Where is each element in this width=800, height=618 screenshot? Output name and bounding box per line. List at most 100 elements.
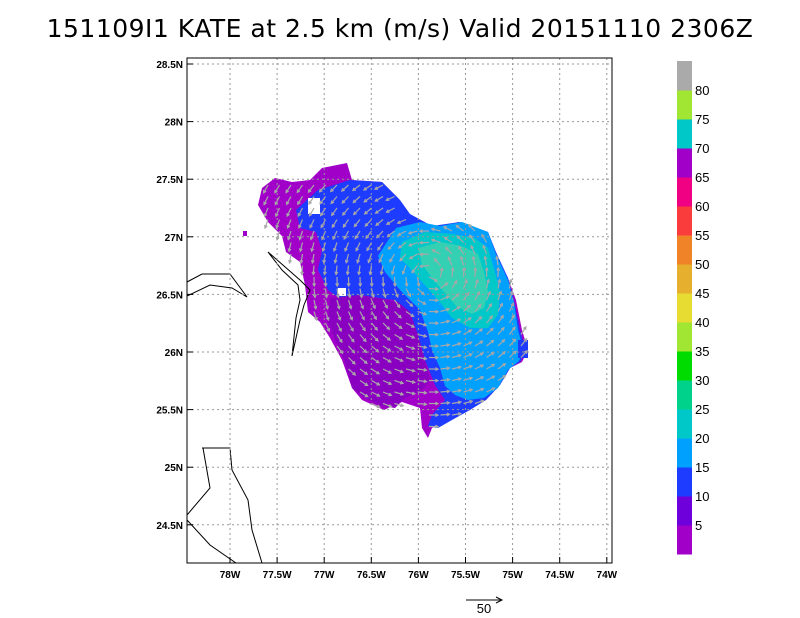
figure-title: 151109I1 KATE at 2.5 km (m/s) Valid 2015…	[46, 14, 754, 43]
wind-vector-head	[378, 259, 383, 264]
wind-vector	[347, 299, 352, 309]
wind-vector-head	[445, 295, 450, 300]
wind-vector-head	[446, 319, 451, 324]
wind-vector	[393, 276, 396, 287]
wind-vector	[382, 391, 392, 396]
wind-vector-head	[310, 259, 315, 265]
colorbar-label: 30	[695, 373, 709, 388]
latitude-label: 24.5N	[156, 521, 183, 532]
wind-vector	[447, 256, 453, 266]
wind-vector	[405, 333, 415, 339]
wind-speckle	[338, 288, 346, 296]
colorbar-segment	[677, 438, 692, 468]
colorbar-segment	[677, 351, 692, 381]
wind-vector	[289, 253, 292, 263]
wind-vector-head	[418, 240, 423, 245]
wind-vector	[359, 345, 367, 353]
wind-vector-head	[336, 305, 341, 310]
wind-vector	[497, 279, 501, 289]
wind-vector-head	[318, 188, 323, 193]
wind-vector-head	[386, 326, 391, 331]
wind-vector	[319, 196, 326, 205]
colorbar-label: 70	[695, 141, 709, 156]
wind-vector	[417, 379, 427, 383]
colorbar-segment	[677, 293, 692, 323]
wind-vector	[440, 344, 450, 347]
wind-vector	[288, 242, 292, 252]
wind-vector-head	[399, 257, 404, 262]
wind-vector-head	[263, 224, 268, 230]
wind-vector-head	[263, 213, 268, 218]
wind-vector-head	[457, 342, 462, 346]
wind-vector-head	[433, 257, 438, 262]
wind-vector-head	[418, 264, 424, 269]
wind-vector-head	[399, 369, 405, 374]
colorbar-label: 5	[695, 518, 702, 533]
wind-vector	[451, 267, 454, 278]
wind-vector-head	[457, 377, 463, 382]
wind-vector	[402, 265, 407, 275]
wind-vector-head	[423, 356, 428, 361]
wind-vector-head	[457, 353, 462, 358]
wind-vector	[370, 299, 376, 309]
wind-vector	[508, 291, 513, 301]
wind-vector	[347, 322, 354, 332]
wind-vector-head	[510, 302, 515, 307]
wind-vector-head	[364, 393, 369, 398]
wind-vector-head	[388, 370, 393, 374]
latitude-label: 26N	[165, 348, 183, 359]
wind-vector-head	[468, 341, 473, 345]
wind-vector-head	[446, 400, 451, 405]
wind-vector-head	[364, 371, 369, 376]
wind-vector	[352, 196, 361, 203]
wind-vector	[474, 316, 482, 324]
wind-vector	[463, 377, 473, 382]
wind-vector-head	[381, 283, 386, 288]
wind-vector-head	[453, 279, 458, 284]
wind-vector-head	[468, 353, 473, 357]
wind-vector	[460, 256, 465, 266]
wind-vector	[386, 218, 395, 225]
wind-vector	[440, 308, 450, 313]
colorbar-label: 65	[695, 170, 709, 185]
wind-vector	[299, 242, 304, 252]
wind-vector-head	[523, 337, 528, 342]
wind-vector	[343, 230, 350, 240]
wind-vector-head	[479, 328, 484, 333]
longitude-label: 77.5W	[263, 570, 292, 581]
colorbar-label: 10	[695, 489, 709, 504]
wind-vector-head	[296, 189, 301, 194]
colorbar-label: 35	[695, 344, 709, 359]
wind-vector-head	[435, 367, 440, 372]
wind-vector	[359, 334, 367, 342]
longitude-label: 74.5W	[545, 570, 574, 581]
wind-vector-head	[377, 246, 381, 251]
wind-vector	[394, 333, 403, 340]
wind-vector	[308, 184, 315, 193]
wind-vector-head	[410, 313, 415, 318]
wind-vector-head	[310, 248, 315, 253]
wind-vector	[409, 253, 418, 260]
wind-vector-head	[373, 186, 379, 190]
wind-vector-head	[286, 213, 290, 218]
wind-vector	[496, 256, 499, 266]
wind-vector-head	[354, 235, 359, 240]
wind-vector	[486, 351, 495, 358]
reference-vector-label: 50	[477, 601, 491, 616]
wind-vectors	[263, 184, 528, 429]
wind-vector	[320, 219, 327, 228]
longitude-labels: 78W 77.5W 77W 76.5W 76W 75.5W 75W 74.5W 74W	[220, 570, 618, 581]
wind-vector-head	[351, 187, 356, 192]
wind-vector-head	[369, 283, 374, 288]
wind-vector	[445, 247, 453, 255]
wind-vector-head	[372, 305, 376, 310]
wind-vector-head	[319, 212, 324, 217]
wind-vector	[440, 413, 450, 416]
wind-vector-head	[363, 360, 368, 365]
wind-vector	[358, 265, 361, 275]
wind-vector-head	[390, 271, 395, 276]
wind-vector	[440, 402, 450, 405]
wind-vector-head	[435, 344, 440, 349]
wind-vector-head	[367, 259, 372, 264]
wind-vector	[497, 375, 506, 382]
